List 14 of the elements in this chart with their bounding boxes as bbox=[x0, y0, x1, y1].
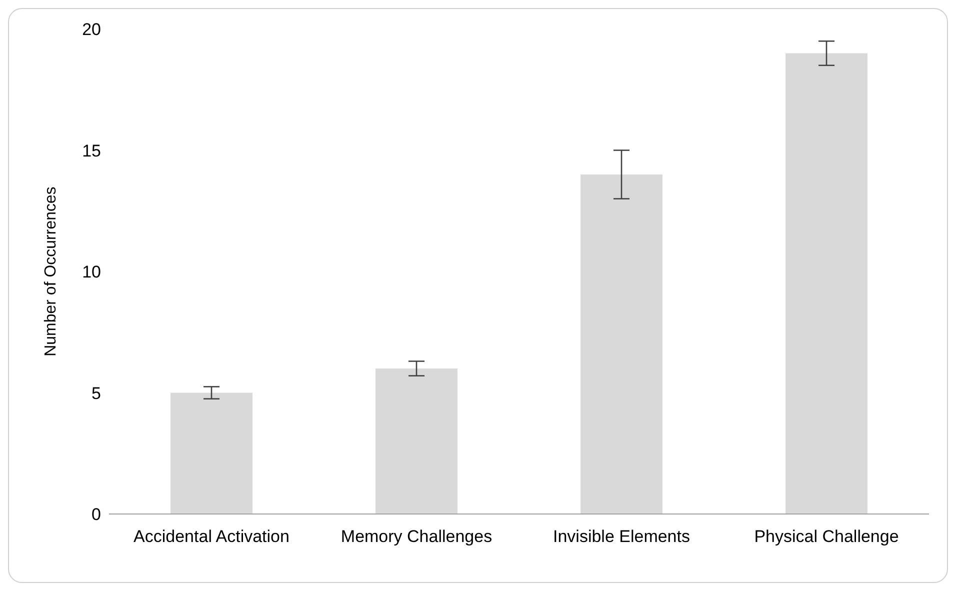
x-tick-label: Physical Challenge bbox=[754, 527, 899, 546]
y-axis-title: Number of Occurrences bbox=[42, 186, 60, 356]
bar bbox=[786, 53, 868, 514]
y-tick-label: 10 bbox=[82, 262, 101, 282]
x-tick-label: Memory Challenges bbox=[340, 527, 492, 546]
bar bbox=[376, 368, 458, 514]
x-tick-label: Invisible Elements bbox=[552, 527, 690, 546]
y-tick-label: 5 bbox=[92, 384, 101, 403]
y-tick-label: 15 bbox=[82, 141, 101, 160]
bar bbox=[170, 392, 252, 514]
bar bbox=[580, 174, 662, 514]
y-tick-label: 20 bbox=[82, 20, 101, 40]
x-tick-label: Accidental Activation bbox=[134, 527, 290, 546]
y-tick-label: 0 bbox=[92, 505, 101, 524]
